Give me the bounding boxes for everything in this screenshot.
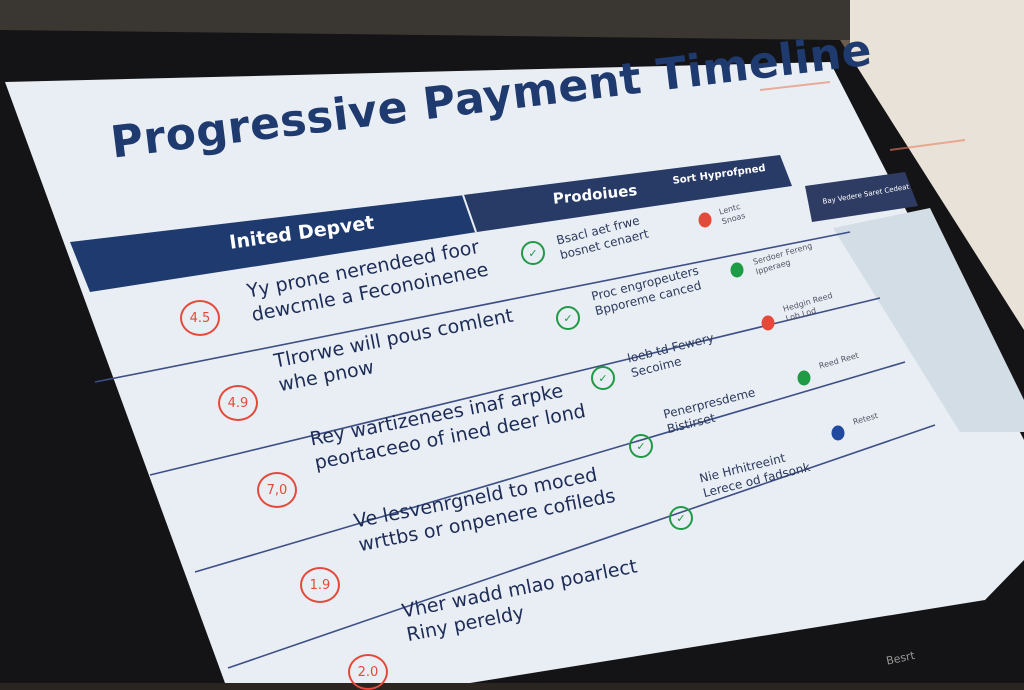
check-circle-icon: ✓ <box>521 241 545 265</box>
status-dot-icon <box>761 315 775 331</box>
check-circle-icon: ✓ <box>669 506 693 530</box>
score-badge: 2.0 <box>348 654 388 690</box>
check-circle-icon: ✓ <box>629 434 653 458</box>
score-badge: 1.9 <box>300 567 340 603</box>
status-dot-icon <box>698 212 712 228</box>
check-circle-icon: ✓ <box>591 366 615 390</box>
header-bar-right <box>463 155 792 232</box>
status-dot-icon <box>797 370 811 386</box>
check-circle-icon: ✓ <box>556 306 580 330</box>
score-badge: 4.9 <box>218 385 258 421</box>
score-badge: 7,0 <box>257 472 297 508</box>
side-panel <box>833 208 1024 432</box>
header-bar-left <box>70 195 477 292</box>
row-dividers <box>94 231 936 669</box>
score-badge: 4.5 <box>180 300 220 336</box>
status-dot-icon <box>730 262 744 278</box>
side-panel-header <box>805 172 918 222</box>
status-dot-icon <box>831 425 845 441</box>
screen <box>5 62 1024 683</box>
